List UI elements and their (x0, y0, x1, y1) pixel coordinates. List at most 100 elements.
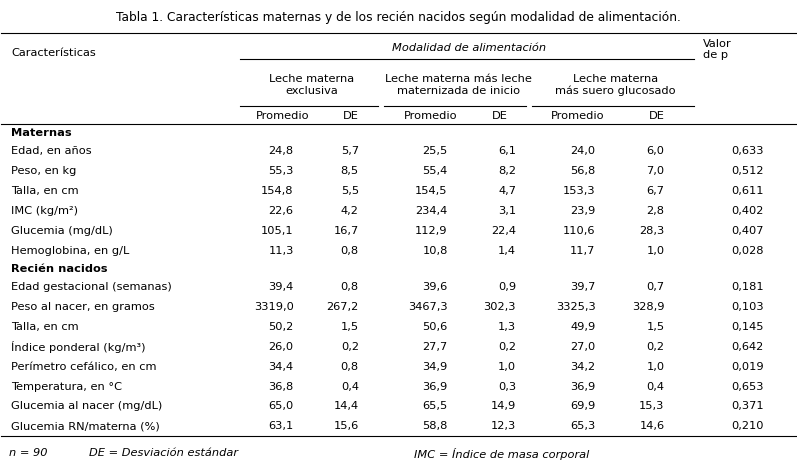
Text: 0,4: 0,4 (341, 382, 359, 391)
Text: Leche materna
exclusiva: Leche materna exclusiva (269, 74, 355, 96)
Text: 34,9: 34,9 (422, 362, 448, 372)
Text: 1,0: 1,0 (646, 362, 665, 372)
Text: 234,4: 234,4 (415, 206, 448, 216)
Text: 0,9: 0,9 (498, 282, 516, 292)
Text: 14,9: 14,9 (491, 402, 516, 411)
Text: Leche materna más leche
maternizada de inicio: Leche materna más leche maternizada de i… (385, 74, 532, 96)
Text: Glucemia RN/materna (%): Glucemia RN/materna (%) (11, 421, 159, 431)
Text: Talla, en cm: Talla, en cm (11, 322, 79, 332)
Text: Perímetro cefálico, en cm: Perímetro cefálico, en cm (11, 362, 156, 372)
Text: 22,4: 22,4 (491, 226, 516, 236)
Text: 24,8: 24,8 (269, 146, 293, 156)
Text: 7,0: 7,0 (646, 166, 665, 176)
Text: 0,402: 0,402 (732, 206, 764, 216)
Text: 0,210: 0,210 (732, 421, 764, 431)
Text: 110,6: 110,6 (563, 226, 595, 236)
Text: 302,3: 302,3 (484, 302, 516, 312)
Text: Hemoglobina, en g/L: Hemoglobina, en g/L (11, 246, 129, 255)
Text: 55,4: 55,4 (422, 166, 448, 176)
Text: DE = Desviación estándar: DE = Desviación estándar (88, 448, 238, 458)
Text: 112,9: 112,9 (415, 226, 448, 236)
Text: Glucemia (mg/dL): Glucemia (mg/dL) (11, 226, 112, 236)
Text: 34,2: 34,2 (571, 362, 595, 372)
Text: 0,642: 0,642 (732, 342, 764, 352)
Text: 0,028: 0,028 (732, 246, 764, 255)
Text: 6,1: 6,1 (498, 146, 516, 156)
Text: 26,0: 26,0 (269, 342, 293, 352)
Text: 0,2: 0,2 (498, 342, 516, 352)
Text: 105,1: 105,1 (261, 226, 293, 236)
Text: Promedio: Promedio (403, 111, 457, 120)
Text: 3467,3: 3467,3 (408, 302, 448, 312)
Text: 0,4: 0,4 (646, 382, 665, 391)
Text: Edad, en años: Edad, en años (11, 146, 92, 156)
Text: 39,4: 39,4 (269, 282, 293, 292)
Text: 14,6: 14,6 (639, 421, 665, 431)
Text: 267,2: 267,2 (327, 302, 359, 312)
Text: Peso al nacer, en gramos: Peso al nacer, en gramos (11, 302, 155, 312)
Text: 58,8: 58,8 (422, 421, 448, 431)
Text: 6,7: 6,7 (646, 186, 665, 196)
Text: 0,103: 0,103 (731, 302, 764, 312)
Text: 27,7: 27,7 (422, 342, 448, 352)
Text: 63,1: 63,1 (269, 421, 293, 431)
Text: 65,3: 65,3 (570, 421, 595, 431)
Text: 0,145: 0,145 (732, 322, 764, 332)
Text: 8,2: 8,2 (498, 166, 516, 176)
Text: Índice ponderal (kg/m³): Índice ponderal (kg/m³) (11, 341, 145, 353)
Text: 0,019: 0,019 (731, 362, 764, 372)
Text: Promedio: Promedio (256, 111, 309, 120)
Text: 55,3: 55,3 (269, 166, 293, 176)
Text: 36,9: 36,9 (570, 382, 595, 391)
Text: 1,5: 1,5 (340, 322, 359, 332)
Text: 65,5: 65,5 (422, 402, 448, 411)
Text: Peso, en kg: Peso, en kg (11, 166, 77, 176)
Text: 2,8: 2,8 (646, 206, 665, 216)
Text: 11,3: 11,3 (269, 246, 293, 255)
Text: 39,6: 39,6 (422, 282, 448, 292)
Text: IMC = Índice de masa corporal: IMC = Índice de masa corporal (414, 448, 590, 460)
Text: 36,9: 36,9 (422, 382, 448, 391)
Text: 12,3: 12,3 (491, 421, 516, 431)
Text: 15,3: 15,3 (639, 402, 665, 411)
Text: Recién nacidos: Recién nacidos (11, 264, 108, 274)
Text: 0,512: 0,512 (732, 166, 764, 176)
Text: 24,0: 24,0 (571, 146, 595, 156)
Text: 0,407: 0,407 (732, 226, 764, 236)
Text: Glucemia al nacer (mg/dL): Glucemia al nacer (mg/dL) (11, 402, 162, 411)
Text: Modalidad de alimentación: Modalidad de alimentación (392, 43, 546, 53)
Text: IMC (kg/m²): IMC (kg/m²) (11, 206, 78, 216)
Text: 27,0: 27,0 (570, 342, 595, 352)
Text: 0,8: 0,8 (340, 282, 359, 292)
Text: Valor
de p: Valor de p (703, 39, 732, 60)
Text: Promedio: Promedio (551, 111, 604, 120)
Text: 8,5: 8,5 (340, 166, 359, 176)
Text: 3325,3: 3325,3 (556, 302, 595, 312)
Text: Leche materna
más suero glucosado: Leche materna más suero glucosado (555, 74, 676, 96)
Text: 15,6: 15,6 (333, 421, 359, 431)
Text: 328,9: 328,9 (632, 302, 665, 312)
Text: Características: Características (11, 48, 96, 58)
Text: Tabla 1. Características maternas y de los recién nacidos según modalidad de ali: Tabla 1. Características maternas y de l… (116, 11, 681, 24)
Text: 154,5: 154,5 (415, 186, 448, 196)
Text: 50,6: 50,6 (422, 322, 448, 332)
Text: 23,9: 23,9 (570, 206, 595, 216)
Text: Talla, en cm: Talla, en cm (11, 186, 79, 196)
Text: 25,5: 25,5 (422, 146, 448, 156)
Text: 11,7: 11,7 (570, 246, 595, 255)
Text: 0,3: 0,3 (498, 382, 516, 391)
Text: 22,6: 22,6 (269, 206, 293, 216)
Text: Maternas: Maternas (11, 128, 72, 138)
Text: n = 90: n = 90 (10, 448, 48, 458)
Text: 0,2: 0,2 (646, 342, 665, 352)
Text: 154,8: 154,8 (261, 186, 293, 196)
Text: 0,611: 0,611 (732, 186, 764, 196)
Text: 0,633: 0,633 (732, 146, 764, 156)
Text: 153,3: 153,3 (563, 186, 595, 196)
Text: 4,2: 4,2 (341, 206, 359, 216)
Text: 0,7: 0,7 (646, 282, 665, 292)
Text: DE: DE (649, 111, 665, 120)
Text: 5,7: 5,7 (340, 146, 359, 156)
Text: 0,181: 0,181 (731, 282, 764, 292)
Text: 5,5: 5,5 (340, 186, 359, 196)
